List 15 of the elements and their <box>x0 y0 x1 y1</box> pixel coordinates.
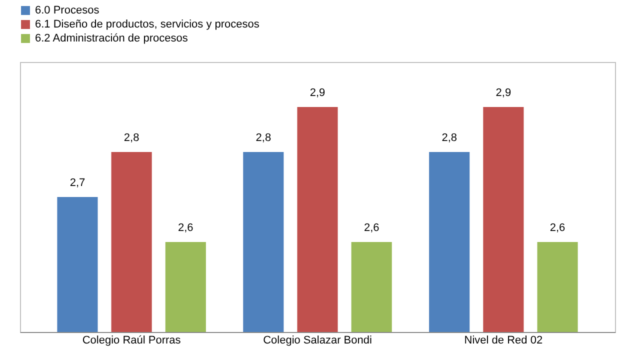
data-label: 2,6 <box>178 222 194 234</box>
x-tick-label: Nivel de Red 02 <box>464 334 543 346</box>
data-label: 2,8 <box>256 132 272 144</box>
legend-label: 6.2 Administración de procesos <box>35 32 188 44</box>
legend-label: 6.0 Procesos <box>35 4 100 16</box>
x-tick-label: Colegio Salazar Bondi <box>263 334 372 346</box>
data-label: 2,7 <box>70 177 86 189</box>
data-label: 2,8 <box>442 132 457 144</box>
x-tick-label: Colegio Raúl Porras <box>82 334 182 346</box>
legend-label: 6.1 Diseño de productos, servicios y procesos <box>35 18 260 30</box>
data-label: 2,9 <box>310 87 326 99</box>
data-label: 2,9 <box>496 87 512 99</box>
data-label: 2,6 <box>550 222 566 234</box>
data-label: 2,8 <box>124 132 140 144</box>
data-label: 2,6 <box>364 222 380 234</box>
